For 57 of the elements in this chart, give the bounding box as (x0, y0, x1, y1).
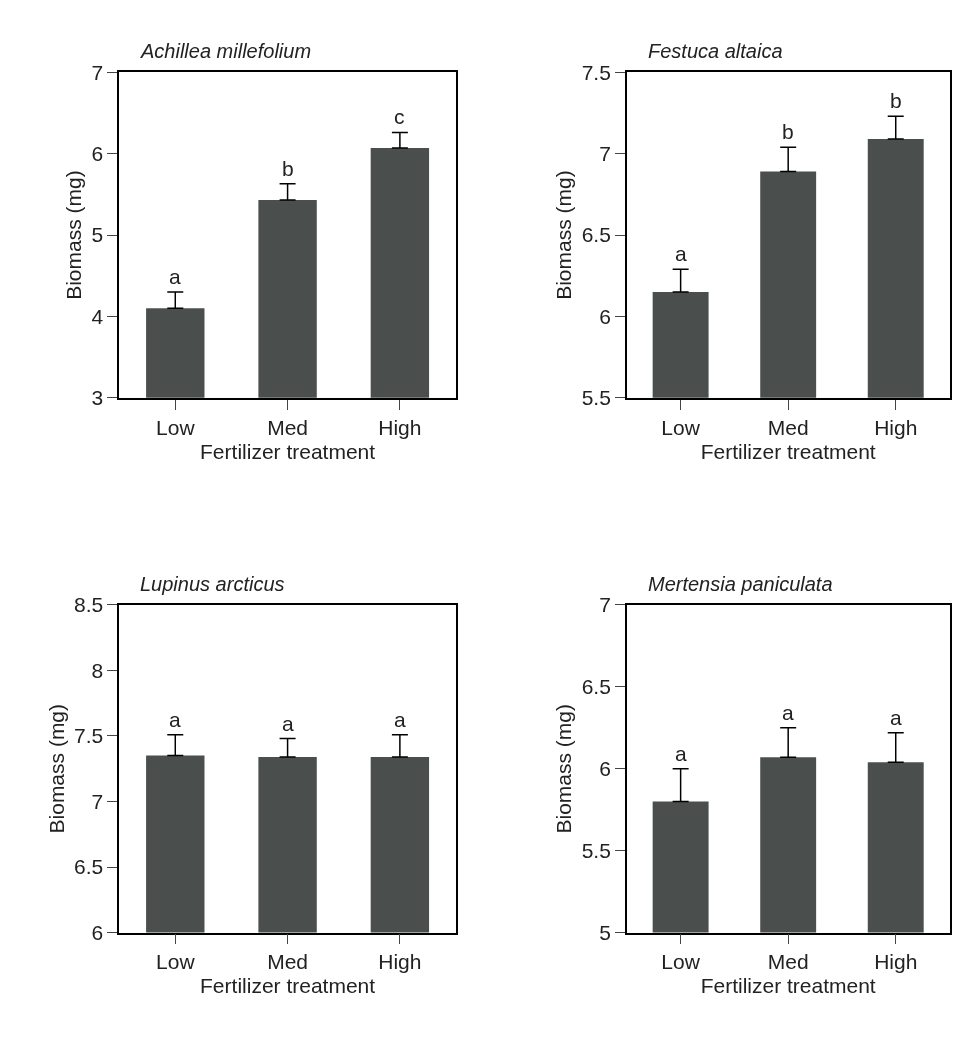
x-axis-title: Fertilizer treatment (200, 439, 376, 463)
y-tick-label: 6 (599, 757, 611, 781)
x-tick-label: High (378, 950, 422, 974)
y-tick-label: 7 (599, 142, 611, 165)
y-axis-title: Biomass (mg) (552, 170, 576, 300)
y-tick-label: 3 (91, 386, 104, 410)
annotation: b (782, 120, 794, 143)
y-tick-label: 7 (91, 789, 104, 813)
x-tick-label: High (874, 415, 918, 439)
annotation: a (169, 708, 181, 731)
annotation: a (394, 708, 406, 731)
y-tick-label: 6.5 (581, 223, 611, 247)
annotation: b (282, 157, 294, 180)
y-tick-label: 4 (91, 304, 104, 328)
y-axis-title: Biomass (mg) (62, 170, 86, 300)
y-tick-label: 7.5 (73, 724, 104, 748)
x-axis-title: Fertilizer treatment (200, 974, 376, 998)
x-tick-label: Low (661, 950, 701, 974)
annotation: a (169, 265, 181, 288)
annotation: c (394, 105, 405, 128)
y-tick-label: 6 (91, 142, 104, 165)
chart-title: Lupinus arcticus (140, 573, 285, 595)
annotation: b (890, 89, 902, 112)
x-tick-label: High (874, 950, 918, 974)
annotation: a (675, 742, 687, 765)
y-tick-label: 7 (599, 593, 611, 617)
y-tick-label: 5.5 (581, 386, 611, 410)
chart-title: Achillea millefolium (140, 40, 312, 62)
x-tick-label: Med (767, 950, 809, 974)
y-tick-label: 7.5 (581, 60, 611, 84)
y-tick-label: 5.5 (581, 838, 611, 862)
y-tick-label: 5 (91, 223, 104, 247)
x-axis-title: Fertilizer treatment (700, 439, 876, 463)
y-tick-label: 6.5 (73, 855, 104, 879)
y-tick-label: 6 (91, 920, 104, 944)
y-axis-title: Biomass (mg) (44, 703, 68, 834)
annotation: a (782, 701, 794, 724)
y-tick-label: 8 (91, 658, 104, 682)
x-axis-title: Fertilizer treatment (700, 974, 876, 998)
chart-title: Festuca altaica (648, 40, 783, 62)
y-tick-label: 6.5 (581, 675, 611, 699)
x-tick-label: Med (267, 415, 309, 439)
y-tick-label: 6 (599, 304, 611, 328)
x-tick-label: Low (661, 415, 701, 439)
y-tick-label: 8.5 (73, 593, 104, 617)
x-tick-label: Low (156, 415, 196, 439)
x-tick-label: Med (267, 950, 309, 974)
annotation: a (282, 712, 294, 735)
x-tick-label: High (378, 415, 422, 439)
y-tick-label: 7 (91, 60, 104, 84)
chart-title: Mertensia paniculata (648, 573, 833, 595)
x-tick-label: Low (156, 950, 196, 974)
y-axis-title: Biomass (mg) (552, 703, 576, 834)
y-tick-label: 5 (599, 920, 611, 944)
annotation: a (675, 242, 687, 265)
annotation: a (890, 706, 902, 729)
x-tick-label: Med (767, 415, 809, 439)
